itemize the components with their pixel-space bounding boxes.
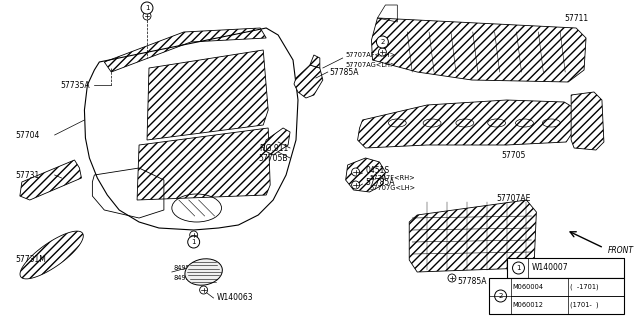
- Polygon shape: [294, 65, 323, 98]
- Text: 57704: 57704: [15, 131, 39, 140]
- Circle shape: [448, 274, 456, 282]
- Polygon shape: [358, 100, 574, 148]
- Circle shape: [143, 12, 151, 20]
- Text: 57731: 57731: [15, 171, 39, 180]
- Polygon shape: [409, 200, 536, 272]
- Circle shape: [351, 168, 360, 176]
- Circle shape: [188, 236, 200, 248]
- Circle shape: [513, 262, 524, 274]
- Text: W140007: W140007: [531, 263, 568, 273]
- Text: 84953N<RH>: 84953N<RH>: [174, 265, 220, 271]
- Text: A590001409: A590001409: [541, 306, 591, 315]
- Polygon shape: [137, 128, 270, 200]
- Text: 57707AE: 57707AE: [497, 194, 531, 203]
- Text: M060012: M060012: [513, 302, 543, 308]
- Circle shape: [495, 290, 507, 302]
- Circle shape: [200, 286, 207, 294]
- Text: 2: 2: [499, 293, 503, 299]
- FancyBboxPatch shape: [507, 258, 624, 278]
- Text: 84953D<LH>: 84953D<LH>: [174, 275, 220, 281]
- Text: 57707AG<LH>: 57707AG<LH>: [346, 62, 396, 68]
- Text: (  -1701): ( -1701): [570, 284, 599, 290]
- Text: (1701-  ): (1701- ): [570, 302, 599, 308]
- Polygon shape: [20, 160, 81, 200]
- Circle shape: [141, 2, 153, 14]
- Circle shape: [189, 231, 198, 239]
- Text: 2: 2: [380, 39, 385, 45]
- Polygon shape: [104, 28, 266, 72]
- Text: 0451S: 0451S: [365, 165, 390, 174]
- Ellipse shape: [185, 259, 222, 285]
- FancyBboxPatch shape: [489, 278, 624, 314]
- Text: 57707AF<RH>: 57707AF<RH>: [346, 52, 396, 58]
- Text: 57735A: 57735A: [61, 81, 90, 90]
- Text: 57785A: 57785A: [365, 178, 395, 187]
- Text: 57785A: 57785A: [457, 277, 486, 286]
- Text: 57705: 57705: [502, 150, 526, 159]
- Text: M060004: M060004: [513, 284, 543, 290]
- Polygon shape: [371, 18, 586, 82]
- Text: 1: 1: [191, 239, 196, 245]
- Circle shape: [376, 36, 388, 48]
- Circle shape: [378, 48, 387, 56]
- Text: FRONT: FRONT: [608, 245, 634, 254]
- Text: 57705B: 57705B: [259, 154, 288, 163]
- Polygon shape: [346, 158, 385, 192]
- Circle shape: [351, 181, 360, 189]
- Text: 57707F<RH>: 57707F<RH>: [369, 175, 415, 181]
- Text: 57731M: 57731M: [15, 255, 46, 265]
- Text: 1: 1: [145, 5, 149, 11]
- Polygon shape: [263, 128, 290, 155]
- Text: W140063: W140063: [216, 293, 253, 302]
- Polygon shape: [571, 92, 604, 150]
- Text: 57711: 57711: [564, 13, 588, 22]
- Polygon shape: [147, 50, 268, 140]
- Text: 57785A: 57785A: [330, 68, 359, 76]
- Text: 1: 1: [516, 265, 521, 271]
- Polygon shape: [310, 55, 320, 68]
- Polygon shape: [20, 231, 83, 279]
- Text: FIG.911: FIG.911: [259, 143, 288, 153]
- Text: 57707G<LH>: 57707G<LH>: [369, 185, 415, 191]
